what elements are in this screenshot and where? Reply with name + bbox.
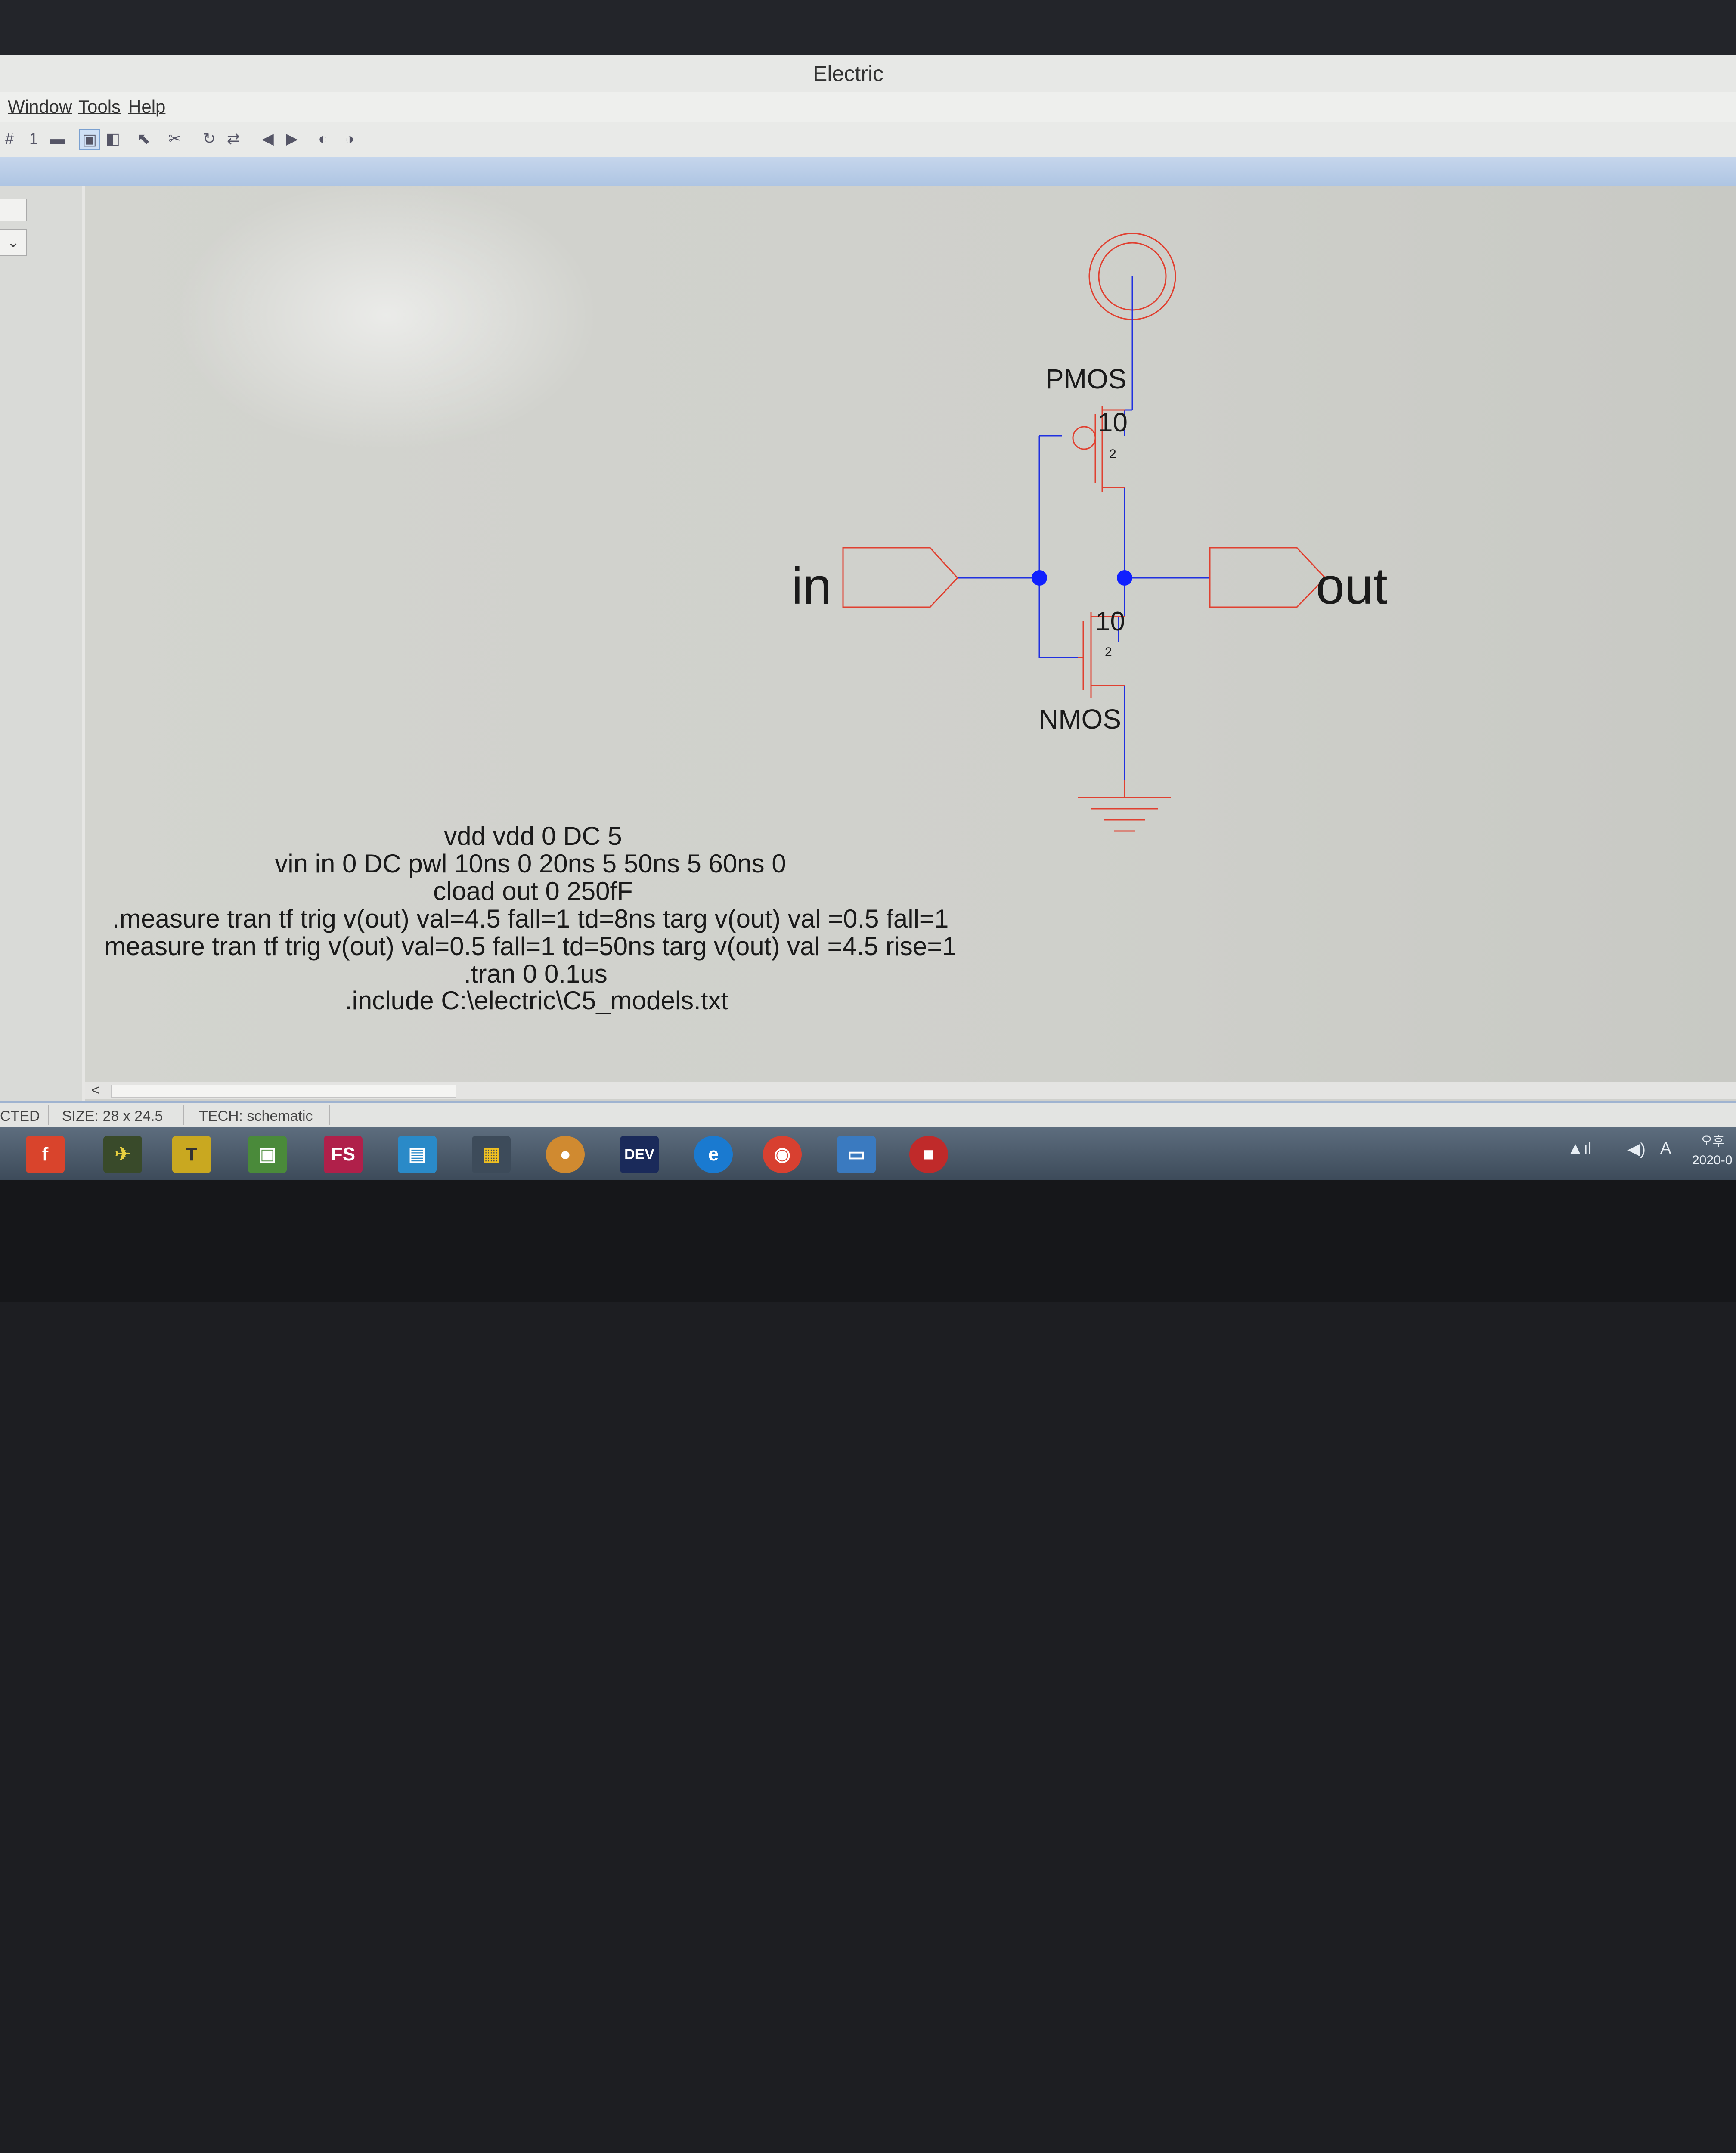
spice-line: .tran 0 0.1us	[464, 959, 608, 988]
f-app-icon[interactable]: f	[26, 1136, 65, 1173]
network-icon[interactable]: ▲ıl	[1567, 1139, 1592, 1158]
nmos-length-label: 2	[1105, 645, 1112, 659]
red-app-icon[interactable]: ■	[909, 1136, 948, 1173]
status-mode: CTED	[0, 1108, 40, 1125]
explorer-panel: ⌄	[0, 186, 85, 1108]
grid-icon[interactable]: #	[0, 129, 19, 148]
status-divider	[183, 1105, 184, 1125]
title-bar: Electric	[0, 55, 1736, 93]
taskbar: f ✈ T ▣ FS ▤ ▦ ● DEV e ◉ ▭ ■ ▲ıl ◀) A 오후…	[0, 1127, 1736, 1180]
document-app-icon[interactable]: ▤	[398, 1136, 437, 1173]
scroll-left-icon[interactable]: <	[91, 1082, 100, 1099]
pmos-length-label: 2	[1109, 447, 1116, 461]
spice-line: cload out 0 250fF	[433, 877, 633, 906]
zoom-in-icon[interactable]: ◑	[340, 129, 359, 148]
color-app-icon[interactable]: ●	[546, 1136, 585, 1173]
cut-icon[interactable]: ✂	[165, 129, 184, 148]
spice-line: .measure tran tf trig v(out) val=4.5 fal…	[112, 904, 949, 933]
bird-app-icon[interactable]: ✈	[103, 1136, 142, 1173]
window-title: Electric	[0, 61, 1696, 86]
spice-code-block[interactable]: vdd vdd 0 DC 5 vin in 0 DC pwl 10ns 0 20…	[104, 822, 956, 1015]
pmos-width-label: 10	[1098, 408, 1128, 437]
zoom-out-icon[interactable]: ◐	[313, 129, 332, 148]
language-indicator[interactable]: A	[1660, 1139, 1671, 1158]
status-size: SIZE: 28 x 24.5	[62, 1108, 163, 1125]
tiles-app-icon[interactable]: ▦	[472, 1136, 511, 1173]
number-one-icon[interactable]: 1	[24, 129, 43, 148]
editing-window-header	[0, 157, 1736, 186]
layer-icon[interactable]: ▬	[48, 129, 67, 148]
horizontal-scrollbar[interactable]: <	[85, 1082, 1736, 1099]
menu-window[interactable]: Window	[8, 96, 72, 117]
rotate-icon[interactable]: ↻	[200, 129, 219, 148]
t-app-icon[interactable]: T	[172, 1136, 211, 1173]
status-divider	[48, 1105, 49, 1125]
pmos-label: PMOS	[1045, 363, 1126, 394]
clock-date[interactable]: 2020-0	[1692, 1153, 1732, 1168]
chevron-down-icon[interactable]: ⌄	[0, 229, 27, 256]
nmos-width-label: 10	[1095, 607, 1125, 636]
select-icon[interactable]: ⬉	[134, 129, 153, 148]
scrollbar-thumb[interactable]	[111, 1085, 456, 1098]
chrome-browser-icon[interactable]: ◉	[763, 1136, 802, 1173]
screen: Electric Window Tools Help # 1 ▬ ▣ ◧ ⬉ ✂…	[0, 55, 1736, 1180]
monitor-bezel-bottom: ASUS	[0, 1180, 1736, 1302]
spice-line: vin in 0 DC pwl 10ns 0 20ns 5 50ns 5 60n…	[275, 849, 786, 878]
menu-help[interactable]: Help	[128, 96, 165, 117]
clock-ampm[interactable]: 오후	[1701, 1131, 1724, 1150]
status-divider	[329, 1105, 330, 1125]
fs-app-icon[interactable]: FS	[324, 1136, 363, 1173]
input-label: in	[791, 557, 831, 615]
spice-line: measure tran tf trig v(out) val=0.5 fall…	[104, 932, 956, 961]
place-icon[interactable]: ▣	[79, 129, 100, 150]
status-tech: TECH: schematic	[199, 1108, 313, 1125]
edge-browser-icon[interactable]: e	[694, 1136, 733, 1173]
dev-app-icon[interactable]: DEV	[620, 1136, 659, 1173]
spice-line: vdd vdd 0 DC 5	[444, 822, 622, 850]
menu-bar: Window Tools Help	[0, 92, 1736, 122]
nmos-label: NMOS	[1038, 704, 1121, 735]
toolbar: # 1 ▬ ▣ ◧ ⬉ ✂ ↻ ⇄ ◀ ▶ ◐ ◑	[0, 122, 1736, 158]
photos-app-icon[interactable]: ▭	[837, 1136, 876, 1173]
inverter-schematic: PMOS 10 2 10 2 NMOS in out vdd vdd 0 DC …	[85, 186, 1736, 1082]
monitor-app-icon[interactable]: ▣	[248, 1136, 287, 1173]
output-label: out	[1316, 557, 1388, 615]
flip-icon[interactable]: ⇄	[224, 129, 243, 148]
spice-line: .include C:\electric\C5_models.txt	[345, 986, 728, 1015]
volume-icon[interactable]: ◀)	[1628, 1139, 1646, 1159]
monitor-bezel-top	[0, 0, 1736, 55]
panel-field[interactable]	[0, 199, 27, 221]
status-bar: CTED SIZE: 28 x 24.5 TECH: schematic	[0, 1101, 1736, 1129]
output-node[interactable]	[1117, 570, 1132, 586]
menu-tools[interactable]: Tools	[78, 96, 121, 117]
output-export[interactable]	[1210, 548, 1325, 607]
input-export[interactable]	[843, 548, 958, 607]
back-arrow-icon[interactable]: ◀	[258, 129, 277, 148]
arc-icon[interactable]: ◧	[103, 129, 122, 148]
ground-icon[interactable]	[1078, 780, 1171, 831]
forward-arrow-icon[interactable]: ▶	[282, 129, 301, 148]
input-node[interactable]	[1032, 570, 1047, 586]
schematic-canvas[interactable]: PMOS 10 2 10 2 NMOS in out vdd vdd 0 DC …	[85, 186, 1736, 1082]
